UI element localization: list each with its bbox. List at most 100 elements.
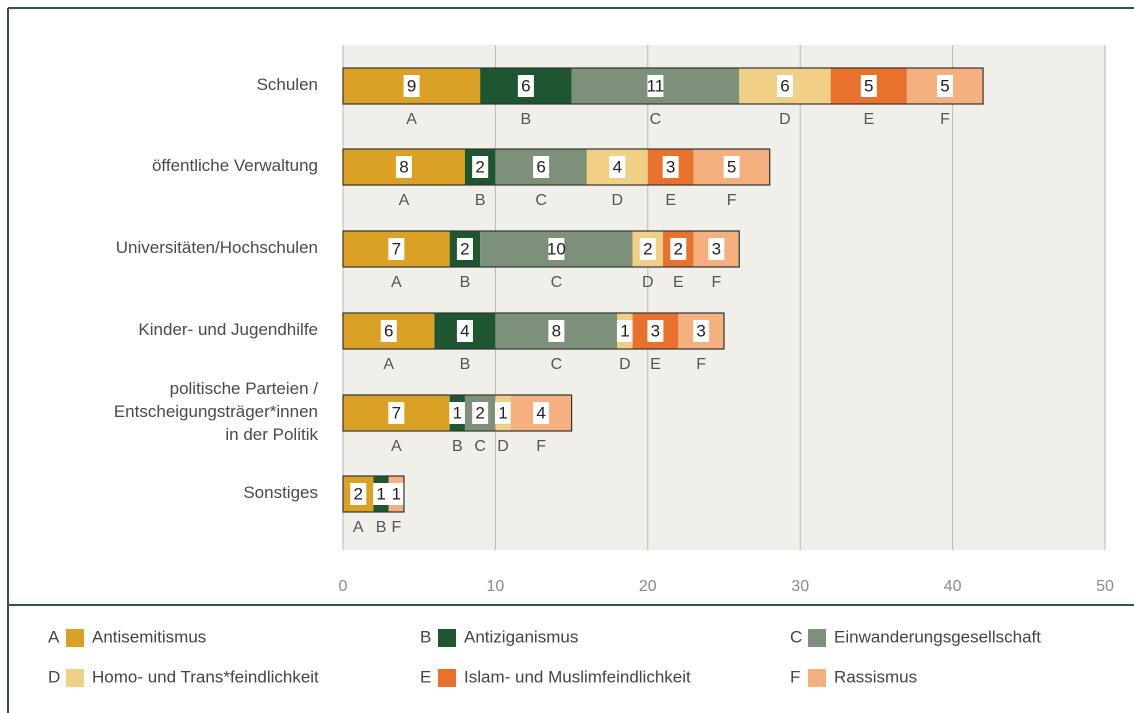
segment-letter: D (619, 356, 631, 373)
value-label: 6 (521, 76, 530, 95)
bar-outline (342, 148, 771, 186)
segment-letter: B (376, 519, 387, 536)
category-line: Entscheigungsträger*innen (114, 402, 318, 421)
value-label: 8 (552, 321, 561, 340)
value-label: 3 (651, 321, 660, 340)
segment-letter: F (391, 519, 401, 536)
value-box (533, 156, 550, 178)
value-box (449, 402, 466, 424)
category-line: Schulen (257, 75, 318, 94)
segment-letter: F (940, 111, 950, 128)
value-label: 5 (940, 76, 949, 95)
value-label: 9 (407, 76, 416, 95)
value-box (548, 238, 565, 260)
legend-swatch (438, 629, 456, 647)
x-tick-label: 20 (639, 578, 657, 595)
value-box (373, 483, 390, 505)
value-box (548, 320, 565, 342)
x-tick-label: 0 (339, 578, 348, 595)
segment-letter: A (399, 192, 410, 209)
value-box (456, 238, 473, 260)
value-label: 5 (727, 157, 736, 176)
value-box (693, 320, 710, 342)
segment-letter: D (497, 438, 509, 455)
bar-outline (342, 394, 573, 432)
value-label: 7 (392, 239, 401, 258)
bar-outline (342, 475, 405, 513)
segment-letter: D (642, 274, 654, 291)
segment-letter: E (650, 356, 661, 373)
segment-letter: B (475, 192, 486, 209)
segment-letter: A (391, 274, 402, 291)
value-label: 6 (536, 157, 545, 176)
legend-label: Islam- und Muslimfeindlichkeit (464, 667, 691, 686)
value-label: 7 (392, 403, 401, 422)
value-box (472, 156, 489, 178)
segment-letter: B (521, 111, 532, 128)
segment-letter: B (452, 438, 463, 455)
bar-outline (342, 67, 984, 105)
legend-label: Einwanderungsgesellschaft (834, 627, 1041, 646)
x-tick-label: 30 (791, 578, 809, 595)
value-label: 2 (475, 157, 484, 176)
value-box (616, 320, 633, 342)
value-box (647, 75, 664, 97)
legend-swatch (66, 629, 84, 647)
segment-letter: A (353, 519, 364, 536)
segment-letter: C (474, 438, 486, 455)
bar-outline (342, 312, 725, 350)
value-box (388, 483, 405, 505)
segment-letter: E (863, 111, 874, 128)
category-label: öffentliche Verwaltung (152, 156, 318, 175)
segment-letter: C (551, 356, 563, 373)
category-line: Kinder- und Jugendhilfe (138, 320, 318, 339)
x-tick-label: 50 (1096, 578, 1114, 595)
value-box (936, 75, 953, 97)
segment-letter: E (665, 192, 676, 209)
value-label: 8 (399, 157, 408, 176)
legend-key: A (48, 627, 60, 646)
category-label: Schulen (257, 75, 318, 94)
category-label: Sonstiges (243, 483, 318, 502)
value-label: 10 (547, 239, 566, 258)
value-label: 2 (475, 403, 484, 422)
value-box (533, 402, 550, 424)
value-label: 6 (384, 321, 393, 340)
legend-label: Antisemitismus (92, 627, 206, 646)
value-label: 4 (460, 321, 469, 340)
value-box (388, 402, 405, 424)
value-box (670, 238, 687, 260)
legend-key: C (790, 627, 802, 646)
value-box (350, 483, 367, 505)
legend-swatch (808, 629, 826, 647)
x-tick-label: 10 (487, 578, 505, 595)
value-box (456, 320, 473, 342)
segment-letter: F (696, 356, 706, 373)
legend-key: D (48, 667, 60, 686)
value-box (708, 238, 725, 260)
value-label: 2 (643, 239, 652, 258)
value-box (495, 402, 512, 424)
value-label: 2 (460, 239, 469, 258)
legend-key: F (790, 667, 800, 686)
value-label: 2 (674, 239, 683, 258)
value-label: 4 (536, 403, 545, 422)
value-box (472, 402, 489, 424)
value-box (380, 320, 397, 342)
value-box (395, 156, 412, 178)
legend-label: Rassismus (834, 667, 917, 686)
category-line: Universitäten/Hochschulen (116, 238, 318, 257)
segment-letter: F (727, 192, 737, 209)
segment-letter: D (612, 192, 624, 209)
legend-swatch (438, 669, 456, 687)
legend-label: Antiziganismus (464, 627, 578, 646)
legend-swatch (66, 669, 84, 687)
legend-label: Homo- und Trans*feindlichkeit (92, 667, 319, 686)
value-label: 1 (453, 403, 462, 422)
value-label: 2 (354, 484, 363, 503)
value-box (647, 320, 664, 342)
value-label: 3 (696, 321, 705, 340)
value-label: 3 (712, 239, 721, 258)
segment-letter: F (536, 438, 546, 455)
segment-letter: A (383, 356, 394, 373)
